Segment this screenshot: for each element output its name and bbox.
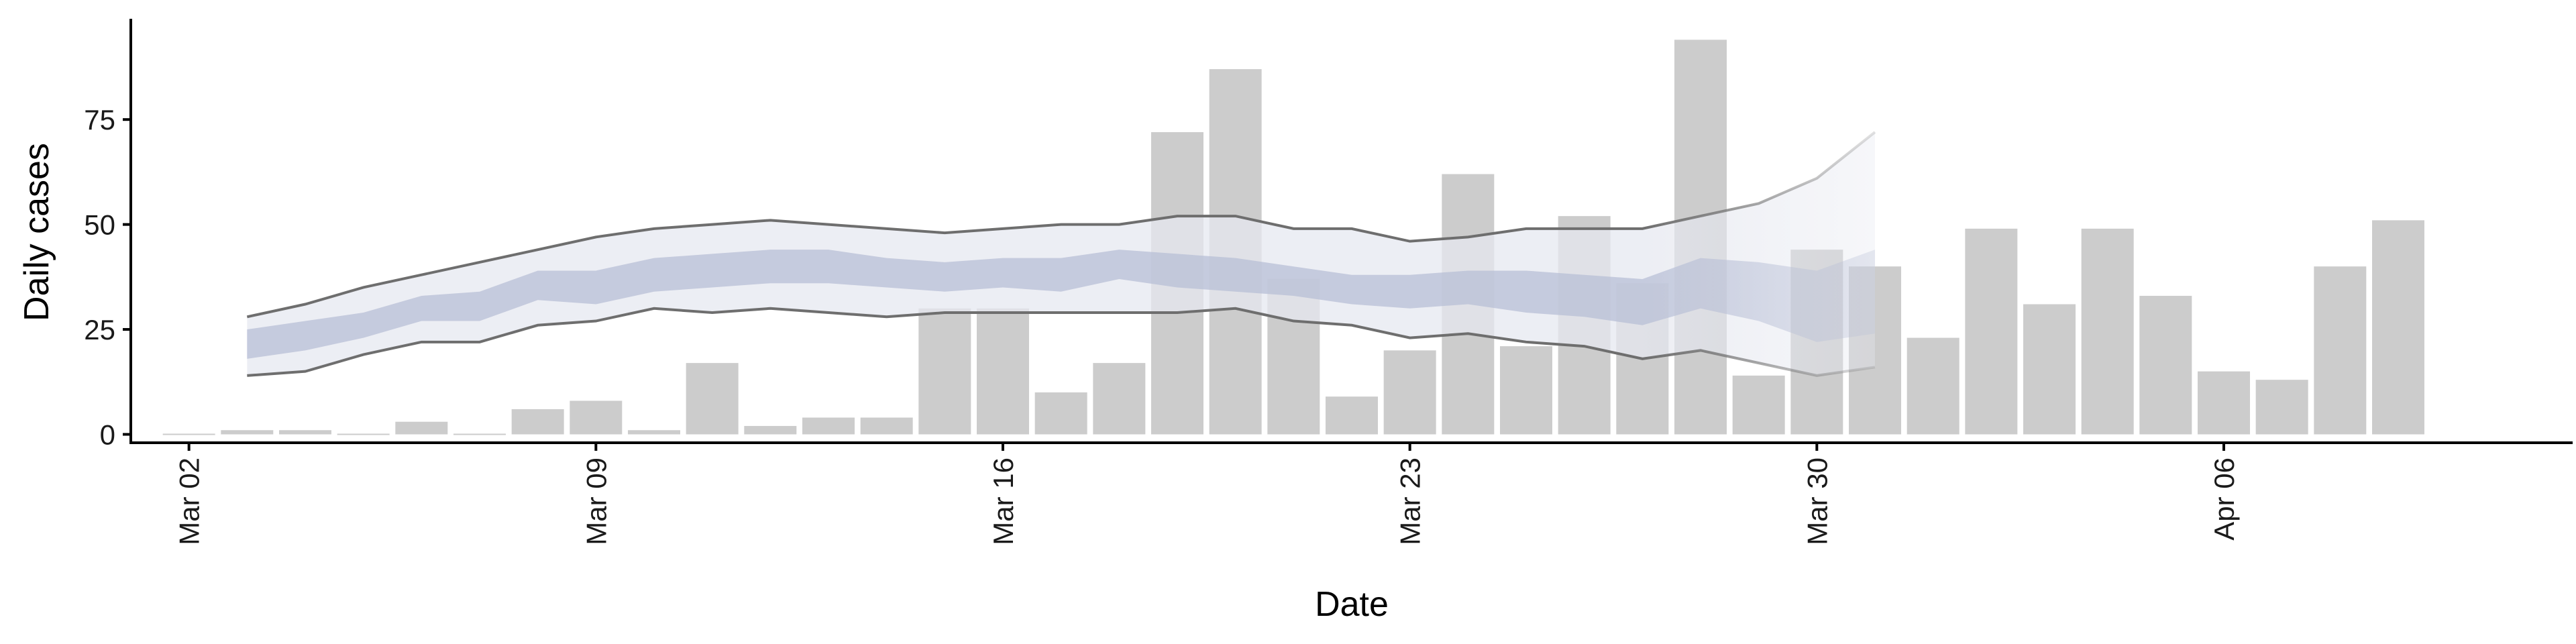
bar-2020-04-07 <box>2255 380 2308 435</box>
bar-2020-03-10 <box>628 430 680 435</box>
y-tick-label: 0 <box>100 419 115 450</box>
bar-2020-03-22 <box>1326 396 1378 435</box>
bar-2020-03-05 <box>337 433 390 435</box>
y-tick-label: 75 <box>84 104 115 136</box>
y-tick-label: 50 <box>84 209 115 241</box>
bar-2020-04-03 <box>2023 304 2076 435</box>
bar-2020-03-07 <box>453 433 506 435</box>
bar-2020-04-05 <box>2139 295 2192 435</box>
bar-2020-03-15 <box>918 308 971 435</box>
outer-credible-band <box>247 131 1876 376</box>
bar-2020-03-02 <box>162 433 215 435</box>
bar-2020-04-09 <box>2372 220 2424 435</box>
bar-2020-03-12 <box>744 425 797 435</box>
x-tick-label: Mar 16 <box>987 458 1019 545</box>
bar-2020-04-04 <box>2081 228 2134 435</box>
inner-credible-band <box>247 250 1876 359</box>
bar-2020-04-06 <box>2198 371 2250 435</box>
lower-bound-line <box>247 307 1876 377</box>
axes-layer <box>129 19 2573 444</box>
bar-2020-03-03 <box>221 430 274 435</box>
y-tick-label: 25 <box>84 314 115 345</box>
bar-2020-03-08 <box>511 409 564 435</box>
x-tick-label: Apr 06 <box>2208 458 2240 541</box>
bar-2020-03-17 <box>1034 392 1087 435</box>
x-tick-label: Mar 02 <box>174 458 205 545</box>
x-tick-label: Mar 30 <box>1801 458 1833 545</box>
bar-2020-03-25 <box>1500 346 1552 435</box>
bar-2020-03-14 <box>860 417 913 435</box>
bar-2020-03-29 <box>1732 375 1785 435</box>
x-tick-label: Mar 09 <box>580 458 612 545</box>
bar-2020-03-06 <box>395 421 448 435</box>
bar-2020-03-18 <box>1093 363 1146 435</box>
bar-2020-03-23 <box>1383 350 1436 435</box>
bar-2020-03-13 <box>802 417 855 435</box>
bar-2020-03-11 <box>686 363 739 435</box>
bar-2020-03-09 <box>570 400 623 435</box>
x-axis-title: Date <box>1315 585 1389 624</box>
upper-bound-line <box>246 131 1876 319</box>
bar-2020-03-04 <box>279 430 331 435</box>
bar-2020-04-02 <box>1965 228 2018 435</box>
bar-2020-04-08 <box>2314 266 2367 435</box>
y-axis-title: Daily cases <box>17 143 56 321</box>
bands-layer <box>246 131 1876 377</box>
x-tick-label: Mar 23 <box>1395 458 1426 545</box>
bar-2020-03-16 <box>977 308 1029 435</box>
x-ticks: Mar 02 Mar 09 Mar 16 Mar 23 Mar 30 Apr 06 <box>174 443 2240 545</box>
y-ticks: 0 25 50 75 <box>84 104 131 450</box>
bar-2020-04-01 <box>1907 337 1960 435</box>
